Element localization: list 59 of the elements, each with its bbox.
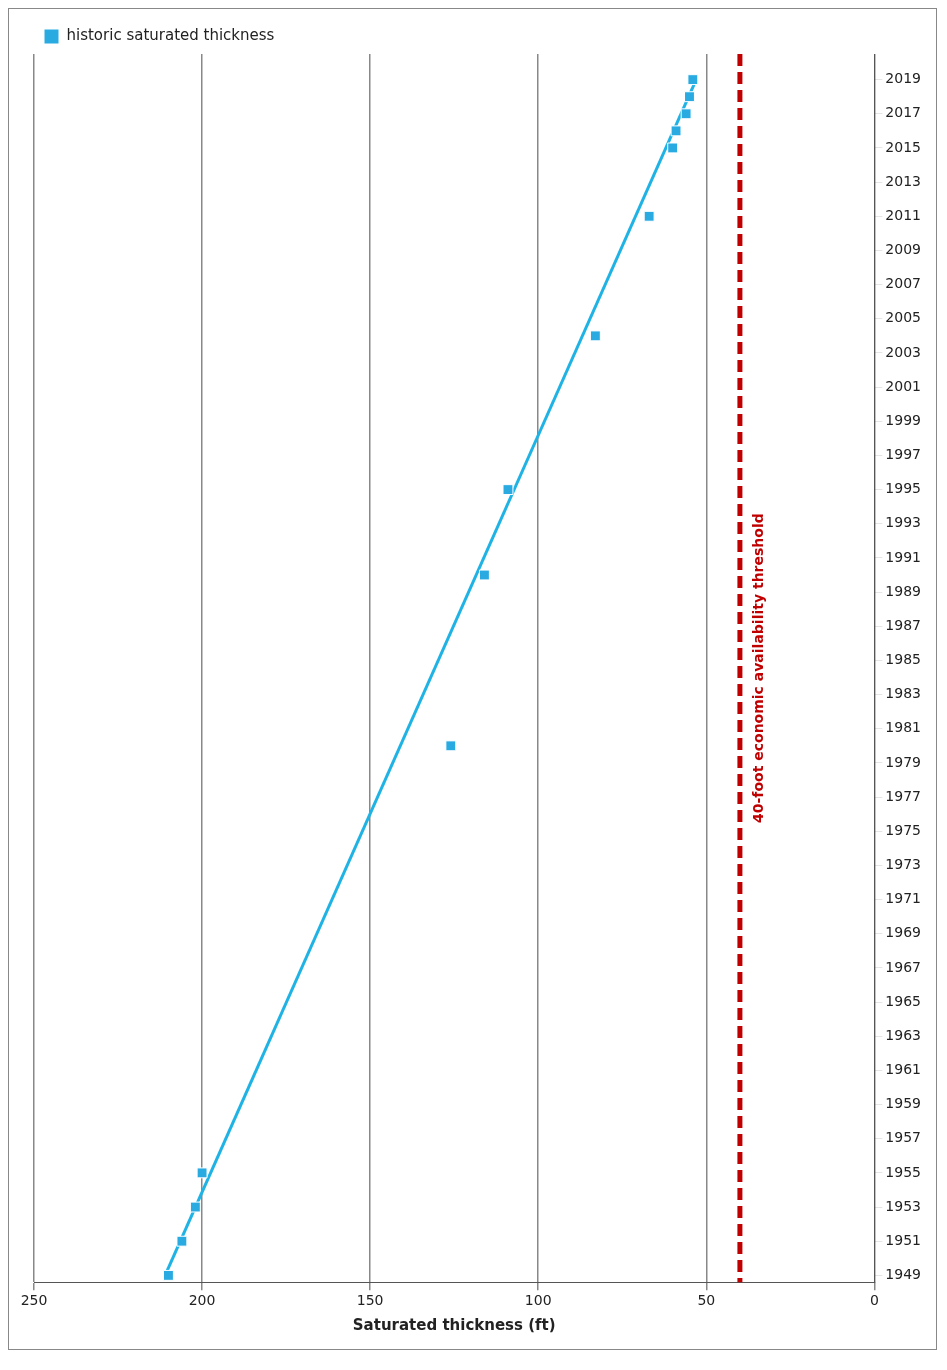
point (478, 569, 490, 581)
x-tick-label: 150 (356, 1292, 384, 1309)
y-tick-label: 1991 (885, 548, 922, 565)
y-tick-label: 1993 (885, 514, 922, 531)
point (163, 1269, 174, 1281)
y-tick-label: 1957 (885, 1129, 922, 1146)
y-tick-label: 1999 (885, 411, 922, 428)
y-tick-label: 1965 (885, 992, 922, 1009)
y-tick-label: 1961 (885, 1061, 922, 1078)
y-tick-label: 2009 (885, 241, 922, 258)
point (680, 108, 692, 120)
x-axis-title: Saturated thickness (ft) (352, 1315, 556, 1334)
y-tick-label: 2011 (885, 206, 922, 223)
y-tick-label: 1979 (885, 753, 922, 770)
point (189, 1201, 201, 1213)
y-tick-label: 1963 (885, 1026, 922, 1043)
y-tick-label: 1997 (885, 446, 922, 463)
point (670, 125, 682, 137)
x-tick-label: 200 (188, 1292, 216, 1309)
y-tick-label: 1969 (885, 924, 922, 941)
x-tick-label: 50 (697, 1292, 716, 1309)
y-tick-label: 1959 (885, 1095, 922, 1112)
y-tick-label: 1949 (885, 1266, 922, 1283)
y-tick-label: 1971 (885, 890, 922, 907)
y-tick-label: 2005 (885, 309, 922, 326)
y-tick-label: 1989 (885, 582, 922, 599)
x-tick-label: 100 (524, 1292, 552, 1309)
y-tick-label: 1977 (885, 787, 922, 804)
y-tick-label: 2001 (885, 377, 922, 394)
y-tick-label: 1983 (885, 685, 922, 702)
y-tick-label: 1951 (885, 1231, 922, 1248)
y-tick-label: 1995 (885, 480, 922, 497)
point (667, 142, 679, 154)
y-tick-label: 1981 (885, 719, 922, 736)
y-tick-label: 1985 (885, 651, 922, 668)
y-tick-label: 2003 (885, 343, 922, 360)
point (684, 91, 695, 103)
legend-label: historic saturated thickness (66, 26, 275, 45)
y-tick-label: 1973 (885, 856, 922, 873)
y-tick-label: 1955 (885, 1163, 922, 1180)
point (502, 484, 514, 496)
point (445, 740, 457, 752)
point (643, 210, 655, 222)
y-tick-label: 2013 (885, 172, 922, 189)
point (176, 1235, 188, 1247)
y-tick-label: 1975 (885, 821, 922, 838)
y-tick-label: 1967 (885, 958, 922, 975)
point (687, 74, 699, 86)
point (589, 330, 601, 342)
y-tick-label: 2007 (885, 275, 922, 292)
ref-line-label: 40-foot economic availability threshold (749, 513, 766, 823)
y-tick-label: 1953 (885, 1197, 922, 1214)
y-tick-label: 2017 (885, 104, 922, 121)
y-tick-label: 2015 (885, 138, 922, 155)
x-tick-label: 0 (869, 1292, 879, 1309)
y-tick-label: 1987 (885, 616, 922, 633)
y-tick-label: 2019 (885, 70, 922, 87)
x-tick-label: 250 (20, 1292, 48, 1309)
point (196, 1167, 208, 1179)
